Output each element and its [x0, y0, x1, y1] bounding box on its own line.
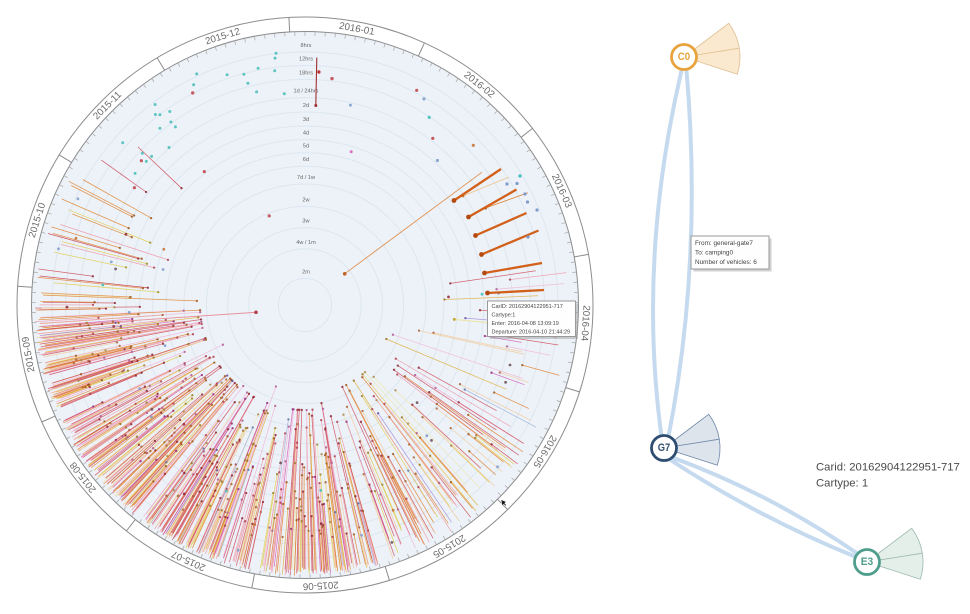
svg-text:CarID: 20162904122951-717: CarID: 20162904122951-717	[492, 304, 563, 310]
svg-text:2d: 2d	[303, 103, 309, 109]
svg-text:5d: 5d	[303, 144, 309, 150]
svg-text:2m: 2m	[302, 269, 310, 275]
svg-text:12hrs: 12hrs	[299, 57, 313, 63]
svg-text:From: general-gate7: From: general-gate7	[695, 240, 753, 247]
svg-text:To: camping0: To: camping0	[695, 250, 733, 257]
svg-text:2015-06: 2015-06	[302, 579, 339, 592]
svg-text:E3: E3	[861, 556, 874, 568]
svg-text:1d / 24hrs: 1d / 24hrs	[294, 89, 319, 95]
svg-text:G7: G7	[658, 442, 671, 454]
svg-text:3w: 3w	[302, 219, 310, 225]
svg-text:7d / 1w: 7d / 1w	[297, 175, 316, 181]
svg-text:Cartype:1: Cartype:1	[492, 312, 516, 318]
svg-text:3d: 3d	[303, 117, 309, 123]
svg-text:Cartype: 1: Cartype: 1	[816, 478, 868, 490]
svg-text:4w / 1m: 4w / 1m	[296, 240, 316, 246]
svg-text:Enter: 2016-04-08 13:09:19: Enter: 2016-04-08 13:09:19	[492, 321, 559, 327]
svg-text:4d: 4d	[303, 131, 309, 137]
svg-text:6d: 6d	[303, 157, 309, 163]
svg-text:Carid: 20162904122951-717: Carid: 20162904122951-717	[816, 462, 960, 474]
svg-text:2016-04: 2016-04	[578, 305, 591, 342]
svg-text:Number of vehicles: 6: Number of vehicles: 6	[695, 259, 757, 266]
svg-text:Departure: 2016-04-10 21:44:29: Departure: 2016-04-10 21:44:29	[492, 330, 571, 336]
svg-text:18hrs: 18hrs	[299, 70, 313, 76]
svg-text:C0: C0	[678, 51, 691, 63]
svg-text:8hrs: 8hrs	[301, 43, 312, 49]
svg-text:2w: 2w	[302, 197, 310, 203]
